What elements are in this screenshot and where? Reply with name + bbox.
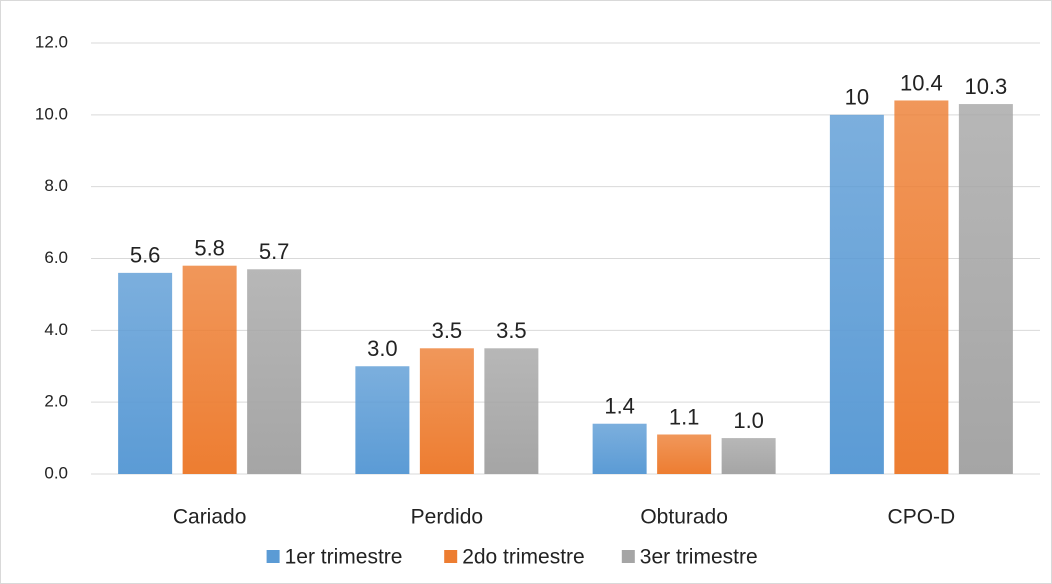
data-label: 5.6	[130, 243, 161, 268]
legend-swatch	[444, 550, 458, 563]
bar	[247, 269, 302, 474]
y-tick-label: 8.0	[44, 176, 68, 195]
data-label: 5.8	[194, 235, 225, 260]
bar	[592, 423, 647, 474]
data-label: 1.0	[733, 408, 764, 433]
bar	[721, 438, 776, 474]
bar	[118, 272, 173, 474]
bar	[829, 114, 884, 474]
bar	[894, 100, 949, 474]
data-label: 3.0	[367, 336, 398, 361]
x-tick-label: CPO-D	[888, 506, 956, 529]
y-tick-label: 12.0	[35, 32, 68, 51]
data-label: 1.4	[604, 394, 635, 419]
x-tick-label: Cariado	[173, 506, 247, 529]
data-label: 10.4	[900, 70, 943, 95]
data-label: 10.3	[964, 74, 1007, 99]
legend-label: 3er trimestre	[640, 546, 758, 569]
y-tick-label: 6.0	[44, 248, 68, 267]
y-tick-label: 0.0	[44, 463, 68, 482]
data-label: 10	[845, 85, 869, 110]
y-tick-label: 10.0	[35, 104, 68, 123]
bar	[419, 348, 474, 474]
legend-swatch	[621, 550, 635, 563]
bar	[958, 104, 1013, 474]
legend-label: 2do trimestre	[462, 546, 585, 569]
data-label: 3.5	[432, 318, 463, 343]
bar	[182, 265, 237, 474]
x-tick-label: Obturado	[640, 506, 728, 529]
data-label: 3.5	[496, 318, 527, 343]
bar	[355, 366, 410, 474]
bar	[484, 348, 539, 474]
y-tick-label: 4.0	[44, 320, 68, 339]
bar	[657, 434, 712, 474]
data-label: 1.1	[669, 404, 700, 429]
legend-swatch	[266, 550, 280, 563]
data-label: 5.7	[259, 239, 290, 264]
legend-label: 1er trimestre	[285, 546, 403, 569]
x-tick-label: Perdido	[411, 506, 483, 529]
y-tick-label: 2.0	[44, 392, 68, 411]
